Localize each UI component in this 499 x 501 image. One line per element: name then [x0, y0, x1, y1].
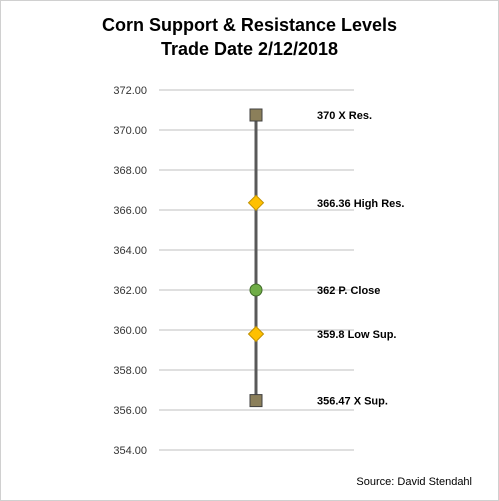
chart-subtitle: Trade Date 2/12/2018	[160, 39, 339, 59]
y-tick-label: 362.00	[113, 285, 147, 297]
point-label: 356.47 X Sup.	[317, 396, 388, 408]
y-tick-label: 354.00	[113, 445, 147, 457]
y-tick-label: 360.00	[113, 325, 147, 337]
y-tick-label: 356.00	[113, 405, 147, 417]
chart-title-block: Corn Support & Resistance Levels Trade D…	[1, 13, 498, 61]
y-tick-label: 368.00	[113, 165, 147, 177]
y-tick-label: 372.00	[113, 85, 147, 97]
point-label: 359.8 Low Sup.	[317, 329, 396, 341]
square-marker	[249, 394, 263, 408]
y-tick-label: 358.00	[113, 365, 147, 377]
circle-marker	[249, 283, 263, 297]
diamond-marker	[247, 325, 265, 343]
point-label: 362 P. Close	[317, 285, 380, 297]
diamond-marker	[247, 194, 265, 212]
square-marker	[249, 108, 263, 122]
chart-title: Corn Support & Resistance Levels	[101, 15, 398, 35]
source-note: Source: David Stendahl	[356, 476, 472, 488]
y-tick-label: 366.00	[113, 205, 147, 217]
y-tick-label: 370.00	[113, 125, 147, 137]
point-label: 366.36 High Res.	[317, 198, 404, 210]
point-label: 370 X Res.	[317, 110, 372, 122]
y-tick-label: 364.00	[113, 245, 147, 257]
